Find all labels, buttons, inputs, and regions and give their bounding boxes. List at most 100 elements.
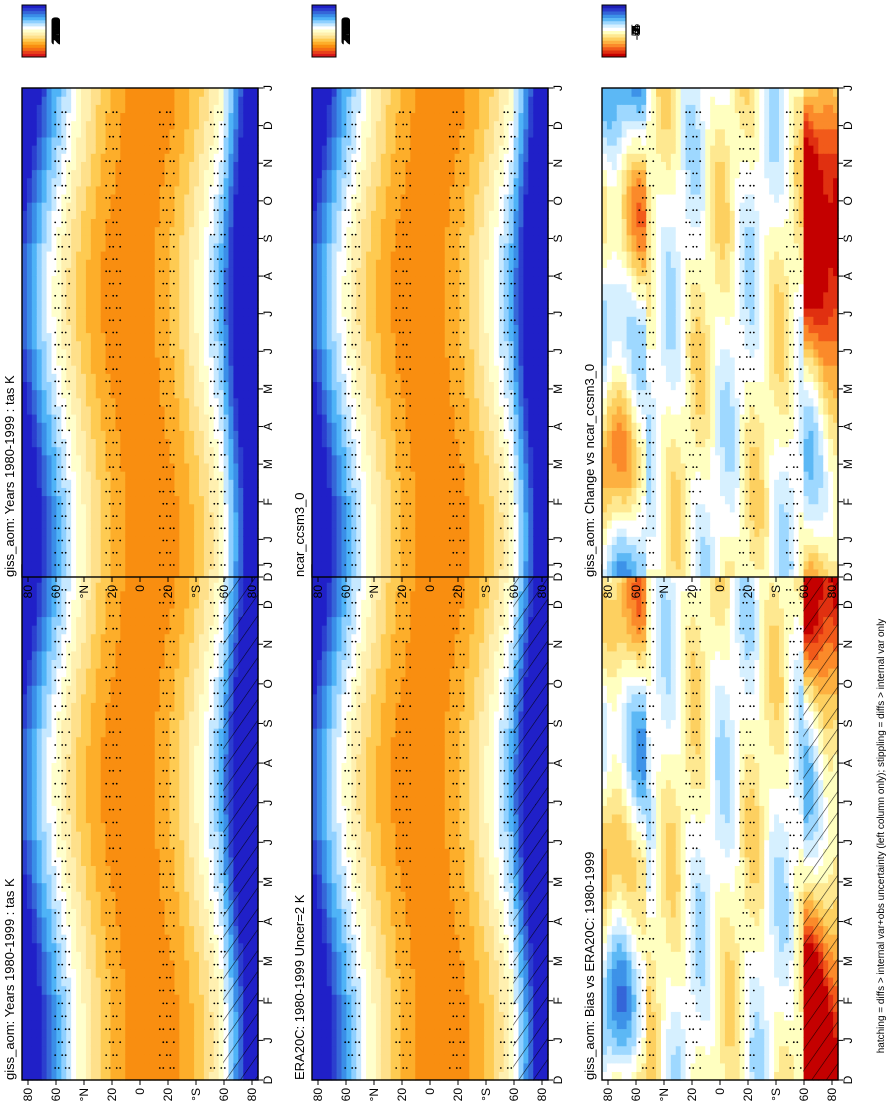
heatmap-cell bbox=[71, 788, 77, 798]
stipple-dot bbox=[54, 705, 57, 708]
heatmap-cell bbox=[105, 736, 112, 746]
heatmap-cell bbox=[100, 710, 107, 721]
heatmap-cell bbox=[425, 882, 431, 892]
heatmap-cell bbox=[410, 994, 416, 1004]
heatmap-cell bbox=[184, 874, 190, 884]
heatmap-cell bbox=[361, 685, 367, 695]
heatmap-cell bbox=[380, 1028, 387, 1038]
stipple-dot bbox=[68, 873, 71, 876]
heatmap-cell bbox=[326, 1045, 333, 1055]
heatmap-cell bbox=[371, 1045, 377, 1055]
heatmap-cell bbox=[120, 1011, 126, 1021]
heatmap-cell bbox=[41, 934, 48, 944]
heatmap-cell bbox=[218, 573, 225, 583]
heatmap-cell bbox=[410, 813, 416, 824]
stipple-dot bbox=[68, 795, 71, 798]
heatmap-cell bbox=[380, 616, 387, 626]
heatmap-cell bbox=[316, 1019, 323, 1030]
stipple-dot bbox=[112, 963, 115, 966]
heatmap-cell bbox=[430, 668, 436, 678]
heatmap-cell bbox=[154, 710, 161, 721]
stipple-dot bbox=[61, 614, 64, 617]
heatmap-cell bbox=[81, 994, 87, 1004]
heatmap-cell bbox=[203, 573, 210, 583]
heatmap-cell bbox=[164, 848, 171, 858]
heatmap-cell bbox=[203, 934, 210, 944]
heatmap-cell bbox=[120, 891, 126, 901]
heatmap-cell bbox=[56, 650, 62, 661]
heatmap-cell bbox=[95, 934, 102, 944]
heatmap-cell bbox=[331, 822, 338, 832]
stipple-dot bbox=[172, 653, 175, 656]
heatmap-cell bbox=[90, 994, 97, 1004]
heatmap-cell bbox=[405, 977, 411, 987]
heatmap-cell bbox=[105, 796, 112, 806]
heatmap-cell bbox=[46, 951, 53, 961]
heatmap-cell bbox=[154, 762, 161, 772]
heatmap-cell bbox=[120, 702, 126, 712]
heatmap-cell bbox=[331, 985, 338, 995]
heatmap-cell bbox=[199, 959, 205, 970]
heatmap-cell bbox=[375, 977, 382, 987]
stipple-dot bbox=[216, 653, 219, 656]
heatmap-cell bbox=[110, 1062, 117, 1073]
heatmap-cell bbox=[71, 642, 77, 652]
heatmap-cell bbox=[199, 1028, 205, 1038]
heatmap-cell bbox=[375, 874, 382, 884]
heatmap-cell bbox=[135, 779, 141, 789]
heatmap-cell bbox=[184, 753, 190, 764]
heatmap-cell bbox=[51, 1054, 58, 1064]
heatmap-cell bbox=[144, 590, 151, 600]
heatmap-cell bbox=[140, 805, 146, 815]
heatmap-cell bbox=[125, 1054, 131, 1064]
heatmap-cell bbox=[405, 582, 411, 592]
heatmap-cell bbox=[203, 959, 210, 970]
heatmap-cell bbox=[120, 599, 126, 609]
heatmap-cell bbox=[218, 942, 225, 952]
heatmap-cell bbox=[390, 668, 397, 678]
heatmap-cell bbox=[380, 668, 387, 678]
heatmap-cell bbox=[41, 908, 48, 918]
heatmap-cell bbox=[144, 607, 151, 618]
heatmap-cell bbox=[115, 745, 121, 755]
heatmap-cell bbox=[144, 788, 151, 798]
heatmap-cell bbox=[174, 582, 180, 592]
heatmap-cell bbox=[184, 934, 190, 944]
heatmap-cell bbox=[420, 573, 426, 583]
heatmap-cell bbox=[154, 805, 161, 815]
heatmap-cell bbox=[66, 977, 72, 987]
heatmap-cell bbox=[115, 848, 121, 858]
heatmap-cell bbox=[415, 848, 421, 858]
heatmap-cell bbox=[66, 710, 72, 721]
heatmap-cell bbox=[203, 736, 210, 746]
heatmap-cell bbox=[130, 590, 136, 600]
heatmap-cell bbox=[61, 753, 67, 764]
heatmap-cell bbox=[326, 676, 333, 686]
heatmap-cell bbox=[71, 856, 77, 867]
heatmap-cell bbox=[184, 822, 190, 832]
heatmap-cell bbox=[400, 839, 407, 849]
heatmap-cell bbox=[405, 856, 411, 867]
heatmap-cell bbox=[203, 813, 210, 824]
heatmap-cell bbox=[56, 865, 62, 875]
heatmap-cell bbox=[41, 874, 48, 884]
heatmap-cell bbox=[61, 1045, 67, 1055]
heatmap-cell bbox=[336, 994, 343, 1004]
heatmap-cell bbox=[420, 839, 426, 849]
heatmap-cell bbox=[390, 590, 397, 600]
heatmap-cell bbox=[169, 908, 176, 918]
heatmap-cell bbox=[81, 822, 87, 832]
heatmap-cell bbox=[326, 882, 333, 892]
heatmap-cell bbox=[218, 874, 225, 884]
heatmap-cell bbox=[194, 710, 200, 721]
heatmap-cell bbox=[164, 839, 171, 849]
heatmap-cell bbox=[390, 1054, 397, 1064]
heatmap-cell bbox=[110, 719, 117, 729]
heatmap-cell bbox=[76, 625, 82, 635]
heatmap-cell bbox=[184, 831, 190, 841]
heatmap-cell bbox=[410, 779, 416, 789]
heatmap-cell bbox=[199, 865, 205, 875]
heatmap-cell bbox=[90, 908, 97, 918]
heatmap-cell bbox=[179, 891, 185, 901]
heatmap-cell bbox=[371, 607, 377, 618]
